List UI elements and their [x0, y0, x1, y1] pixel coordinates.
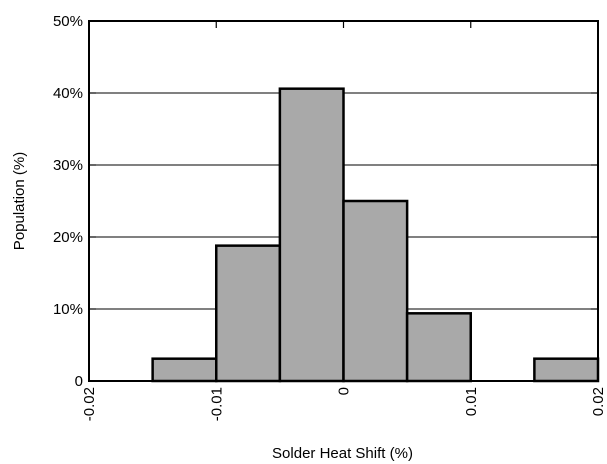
- y-tick-label: 10%: [53, 301, 83, 318]
- y-axis-title: Population (%): [11, 152, 28, 250]
- x-tick-label: -0.02: [81, 387, 98, 421]
- y-tick-label: 40%: [53, 85, 83, 102]
- x-tick-label: 0.01: [463, 387, 480, 416]
- histogram-bar: [533, 357, 600, 383]
- histogram-bar: [278, 87, 345, 383]
- ticks-layer: [88, 20, 599, 382]
- y-tick-label: 20%: [53, 229, 83, 246]
- y-tick-label: 50%: [53, 13, 83, 30]
- x-tick-label: -0.01: [208, 387, 225, 421]
- y-tick-label: 0: [75, 373, 83, 390]
- x-axis-title: Solder Heat Shift (%): [272, 445, 413, 462]
- y-tick-label: 30%: [53, 157, 83, 174]
- histogram-bar: [215, 244, 282, 383]
- histogram-bar: [342, 199, 409, 383]
- histogram-bar: [405, 312, 472, 383]
- x-tick-label: 0: [336, 387, 353, 395]
- bars-layer: [151, 87, 600, 383]
- x-tick-label: 0.02: [590, 387, 607, 416]
- tick-labels-layer: 0 10% 20% 30% 40% 50% -0.02 -0.01 0 0.01 0.02: [53, 13, 607, 421]
- histogram-bar: [151, 357, 218, 383]
